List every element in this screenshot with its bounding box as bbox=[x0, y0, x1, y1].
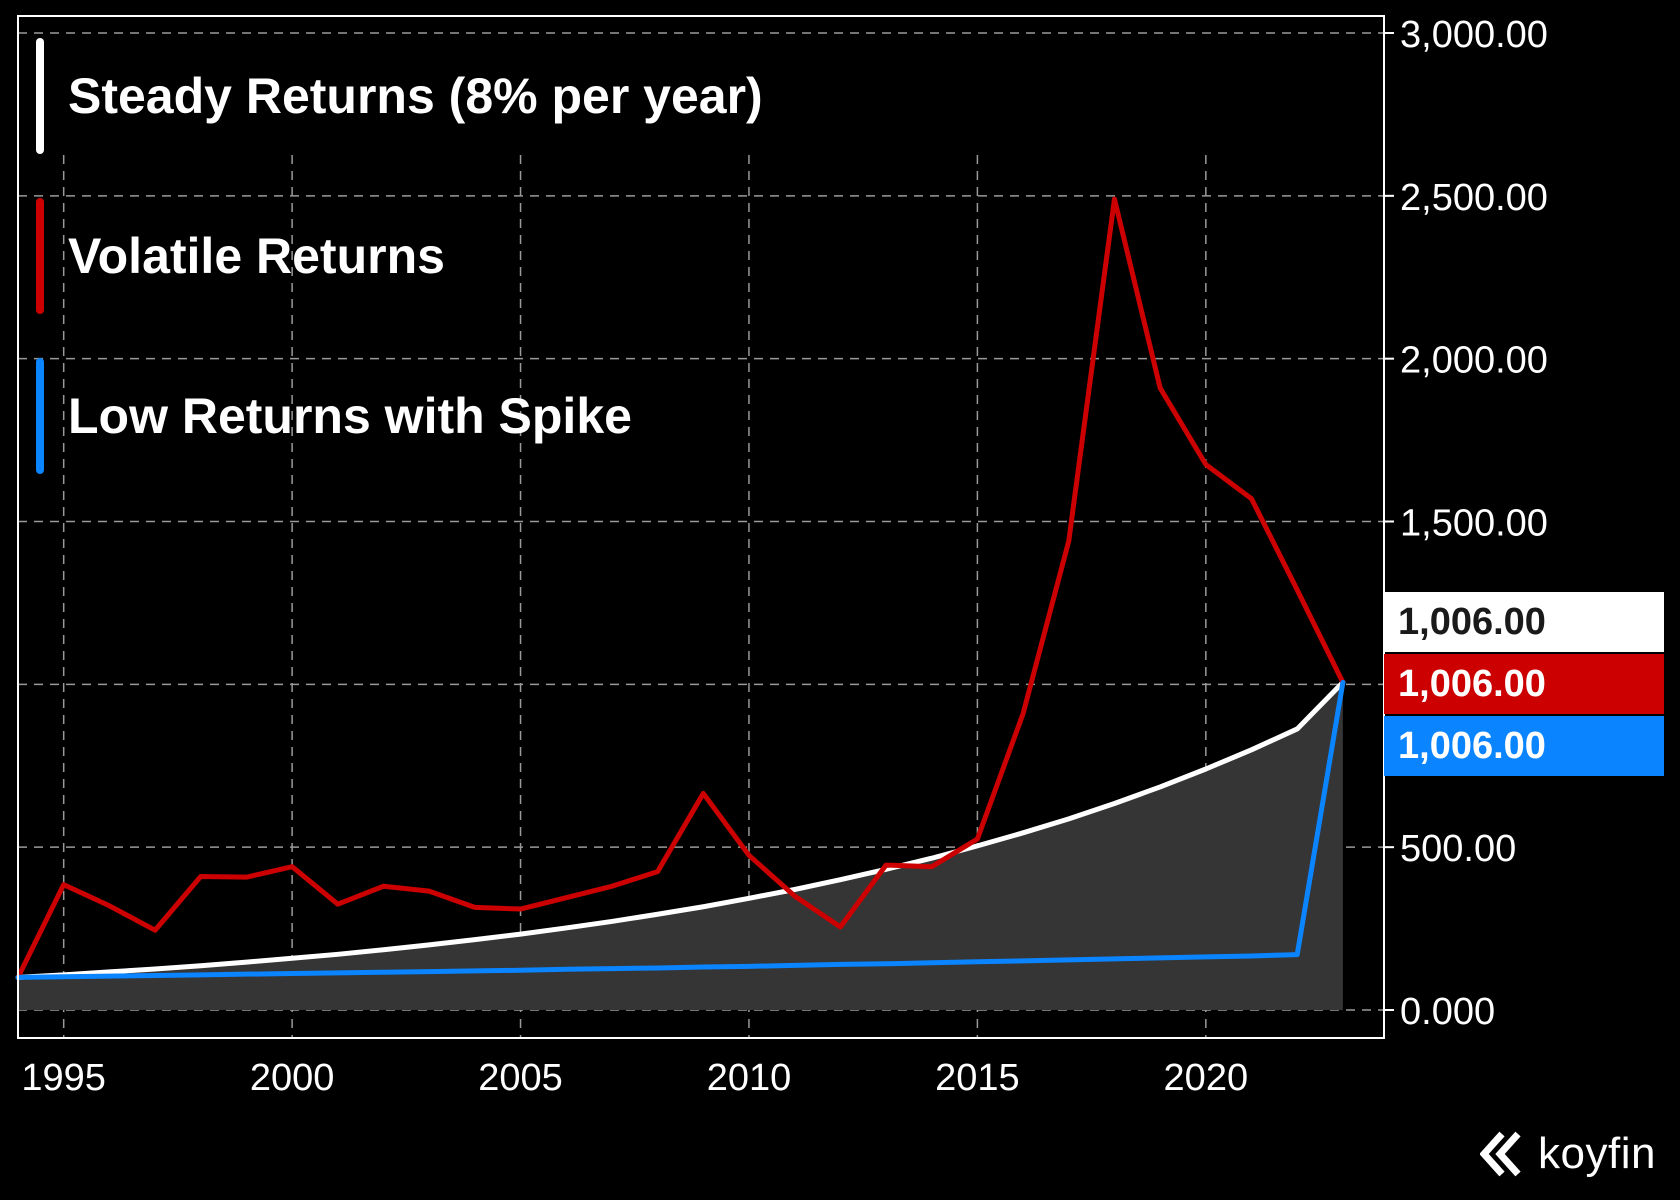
legend-label: Volatile Returns bbox=[68, 228, 445, 284]
series-line-low-spike bbox=[15, 679, 1346, 980]
series-lines bbox=[15, 196, 1346, 980]
x-tick-label: 2020 bbox=[1164, 1057, 1249, 1099]
last-value-tag-steady: 1,006.00 bbox=[1384, 592, 1664, 652]
x-axis: 1995 2000 2005 2010 2015 2020 bbox=[21, 1057, 1248, 1099]
legend-item-volatile[interactable]: Volatile Returns bbox=[36, 198, 936, 314]
steady-returns-area bbox=[18, 682, 1343, 1010]
plot-frame bbox=[17, 15, 1385, 1039]
x-tick-label: 2010 bbox=[707, 1057, 792, 1099]
grid bbox=[18, 32, 1394, 1038]
y-axis: 0.000500.001,000.001,500.002,000.002,500… bbox=[1384, 14, 1548, 1033]
y-tick-label: 2,000.00 bbox=[1400, 340, 1548, 382]
x-tick-label: 2015 bbox=[935, 1057, 1020, 1099]
y-tick-label: 3,000.00 bbox=[1400, 14, 1548, 56]
y-tick-label: 0.000 bbox=[1400, 991, 1495, 1033]
x-tick-label: 2000 bbox=[250, 1057, 335, 1099]
legend-label: Steady Returns (8% per year) bbox=[68, 68, 763, 124]
legend-swatch bbox=[36, 198, 44, 314]
legend-label: Low Returns with Spike bbox=[68, 388, 632, 444]
legend-item-low-spike[interactable]: Low Returns with Spike bbox=[36, 358, 936, 474]
x-tick-label: 1995 bbox=[21, 1057, 106, 1099]
legend-swatch bbox=[36, 38, 44, 154]
x-tick-label: 2005 bbox=[478, 1057, 563, 1099]
y-tick-label: 2,500.00 bbox=[1400, 177, 1548, 219]
brand: koyfin bbox=[1480, 1122, 1656, 1186]
koyfin-logo-icon bbox=[1480, 1131, 1521, 1177]
last-value-tag-volatile: 1,006.00 bbox=[1384, 654, 1664, 714]
legend-item-steady[interactable]: Steady Returns (8% per year) bbox=[36, 38, 936, 154]
series-line-steady bbox=[15, 679, 1346, 980]
brand-name: koyfin bbox=[1538, 1129, 1656, 1178]
series-line-volatile bbox=[15, 196, 1346, 980]
legend-swatch bbox=[36, 358, 44, 474]
y-tick-label: 500.00 bbox=[1400, 828, 1516, 870]
last-value-tag-low-spike: 1,006.00 bbox=[1384, 716, 1664, 776]
y-tick-label: 1,500.00 bbox=[1400, 503, 1548, 545]
